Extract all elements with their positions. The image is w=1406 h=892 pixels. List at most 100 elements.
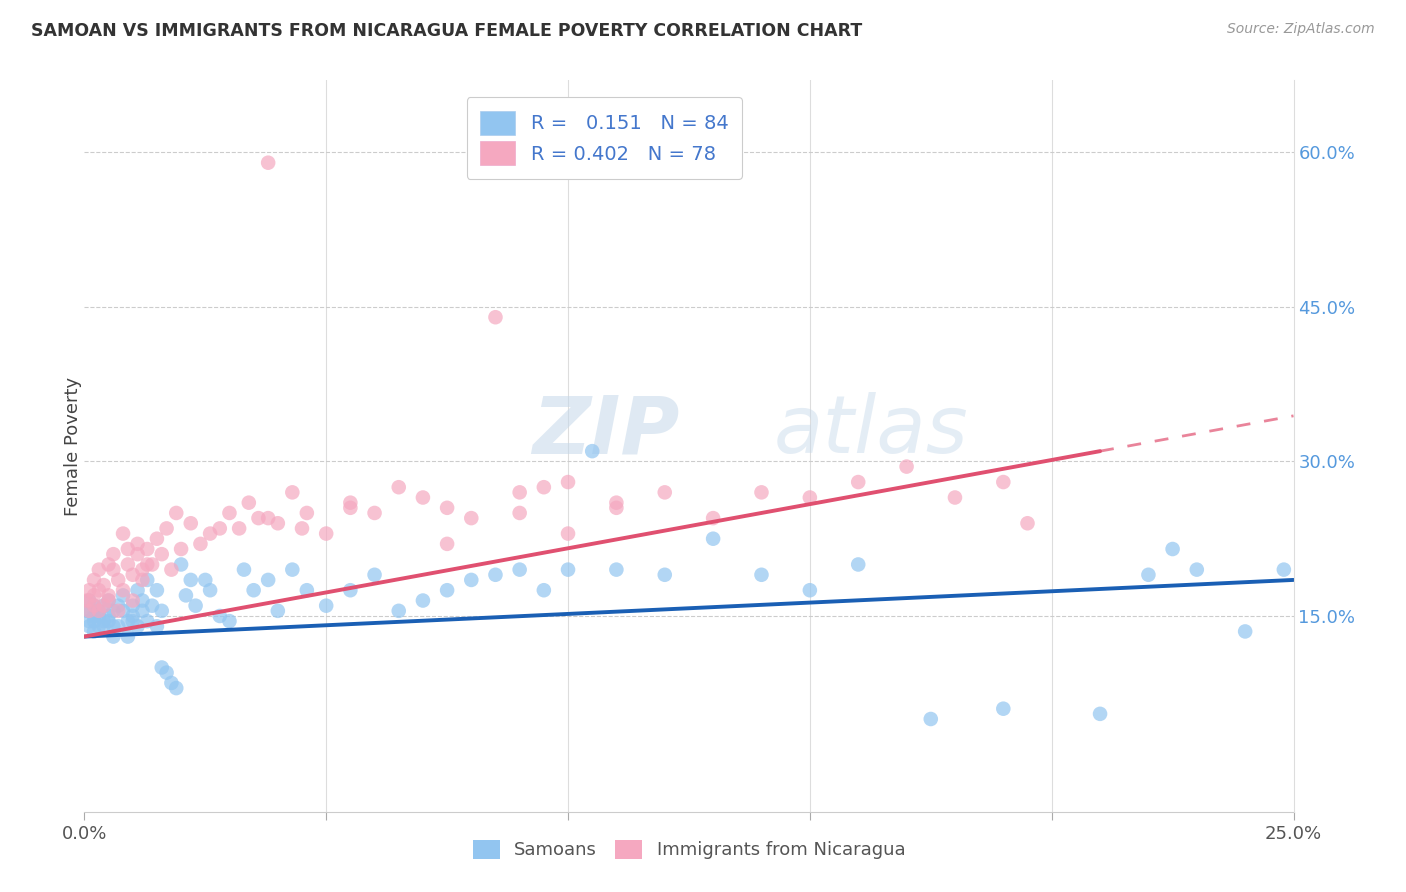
Point xyxy=(93,614,115,628)
Point xyxy=(103,619,125,633)
Point xyxy=(238,496,260,510)
Point xyxy=(136,558,159,572)
Point xyxy=(388,604,411,618)
Point xyxy=(1272,563,1295,577)
Point xyxy=(77,593,100,607)
Point xyxy=(295,506,318,520)
Point xyxy=(107,573,129,587)
Point xyxy=(1137,567,1160,582)
Point xyxy=(76,604,98,618)
Point xyxy=(920,712,942,726)
Point xyxy=(103,604,125,618)
Point xyxy=(136,541,159,556)
Text: ZIP: ZIP xyxy=(531,392,679,470)
Point xyxy=(146,583,169,598)
Point xyxy=(484,567,506,582)
Point xyxy=(146,619,169,633)
Point xyxy=(117,630,139,644)
Point xyxy=(509,506,531,520)
Point xyxy=(581,444,603,458)
Point xyxy=(83,609,105,624)
Text: SAMOAN VS IMMIGRANTS FROM NICARAGUA FEMALE POVERTY CORRELATION CHART: SAMOAN VS IMMIGRANTS FROM NICARAGUA FEMA… xyxy=(31,22,862,40)
Point xyxy=(799,583,821,598)
Point xyxy=(103,630,125,644)
Point xyxy=(107,619,129,633)
Point xyxy=(93,619,115,633)
Point xyxy=(198,583,221,598)
Point xyxy=(87,609,110,624)
Text: Source: ZipAtlas.com: Source: ZipAtlas.com xyxy=(1227,22,1375,37)
Point xyxy=(267,516,290,531)
Point xyxy=(127,547,149,561)
Point xyxy=(291,521,314,535)
Point xyxy=(160,676,183,690)
Point xyxy=(107,599,129,613)
Point xyxy=(993,475,1015,489)
Point xyxy=(993,702,1015,716)
Point xyxy=(77,619,100,633)
Point xyxy=(131,604,153,618)
Point xyxy=(83,573,105,587)
Point xyxy=(121,599,143,613)
Point xyxy=(654,567,676,582)
Point xyxy=(127,537,149,551)
Point xyxy=(198,526,221,541)
Point xyxy=(87,563,110,577)
Point xyxy=(103,547,125,561)
Point xyxy=(131,573,153,587)
Point xyxy=(799,491,821,505)
Point xyxy=(160,563,183,577)
Point xyxy=(87,583,110,598)
Point xyxy=(136,573,159,587)
Point xyxy=(257,511,280,525)
Point xyxy=(180,573,202,587)
Point xyxy=(233,563,256,577)
Point xyxy=(83,599,105,613)
Point xyxy=(170,558,193,572)
Point xyxy=(1161,541,1184,556)
Point xyxy=(281,485,304,500)
Point xyxy=(247,511,270,525)
Point xyxy=(412,491,434,505)
Point xyxy=(267,604,290,618)
Point xyxy=(1234,624,1257,639)
Point xyxy=(315,599,337,613)
Point xyxy=(846,475,869,489)
Point xyxy=(557,563,579,577)
Point xyxy=(557,475,579,489)
Point xyxy=(557,526,579,541)
Point xyxy=(112,588,135,602)
Point xyxy=(77,583,100,598)
Point xyxy=(103,563,125,577)
Point xyxy=(533,480,555,494)
Point xyxy=(702,511,724,525)
Point xyxy=(460,511,482,525)
Point xyxy=(257,573,280,587)
Point xyxy=(1088,706,1111,721)
Point xyxy=(208,609,231,624)
Point xyxy=(460,573,482,587)
Point xyxy=(77,614,100,628)
Point xyxy=(121,567,143,582)
Y-axis label: Female Poverty: Female Poverty xyxy=(65,376,82,516)
Point xyxy=(605,563,627,577)
Point xyxy=(155,665,177,680)
Point xyxy=(436,583,458,598)
Point xyxy=(702,532,724,546)
Point xyxy=(97,609,120,624)
Point xyxy=(93,578,115,592)
Point xyxy=(1185,563,1208,577)
Point xyxy=(87,604,110,618)
Point xyxy=(208,521,231,535)
Point xyxy=(150,660,173,674)
Point xyxy=(412,593,434,607)
Point xyxy=(363,506,385,520)
Point xyxy=(97,558,120,572)
Point xyxy=(846,558,869,572)
Point xyxy=(165,681,187,695)
Point xyxy=(165,506,187,520)
Point xyxy=(87,604,110,618)
Point xyxy=(97,593,120,607)
Point xyxy=(117,541,139,556)
Point xyxy=(131,563,153,577)
